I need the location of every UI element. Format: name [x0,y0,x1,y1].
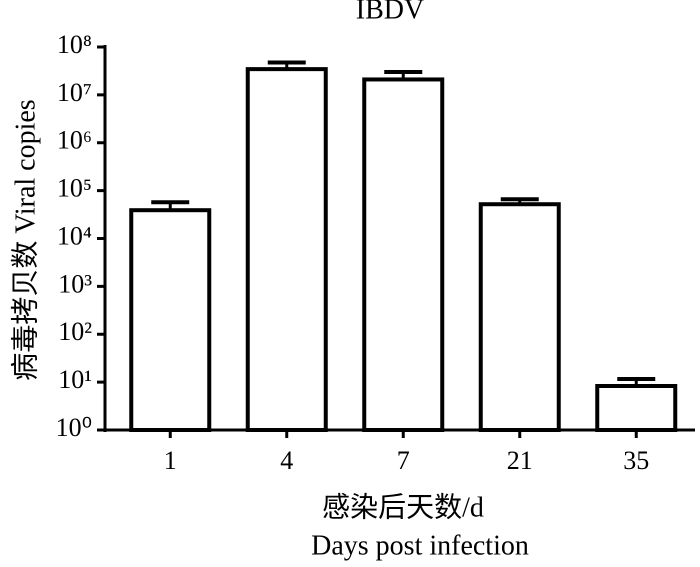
x-tick-label: 1 [164,446,177,475]
x-tick-label: 35 [623,446,649,475]
y-tick-label: 10² [58,317,92,346]
y-tick-label: 10³ [58,269,92,298]
x-axis-label: Days post infection [311,530,529,561]
bar [595,383,678,433]
y-tick-label: 10⁵ [57,174,92,203]
x-tick-label: 4 [280,446,293,475]
bar [245,67,328,432]
chart-title: IBDV [356,0,424,25]
x-tick-label: 7 [397,446,410,475]
bar [478,202,561,432]
y-tick-label: 10¹ [58,365,92,394]
x-tick-label: 21 [507,446,533,475]
y-tick-label: 10⁴ [57,221,92,250]
y-axis-label: 病毒拷贝数 Viral copies [9,99,41,380]
x-axis-label: 感染后天数/d [322,491,484,523]
y-tick-label: 10⁸ [57,30,92,59]
y-tick-label: 10⁰ [56,413,92,442]
bar [362,77,445,432]
y-tick-label: 10⁶ [57,126,92,155]
y-tick-label: 10⁷ [57,78,92,107]
bar [129,208,212,432]
